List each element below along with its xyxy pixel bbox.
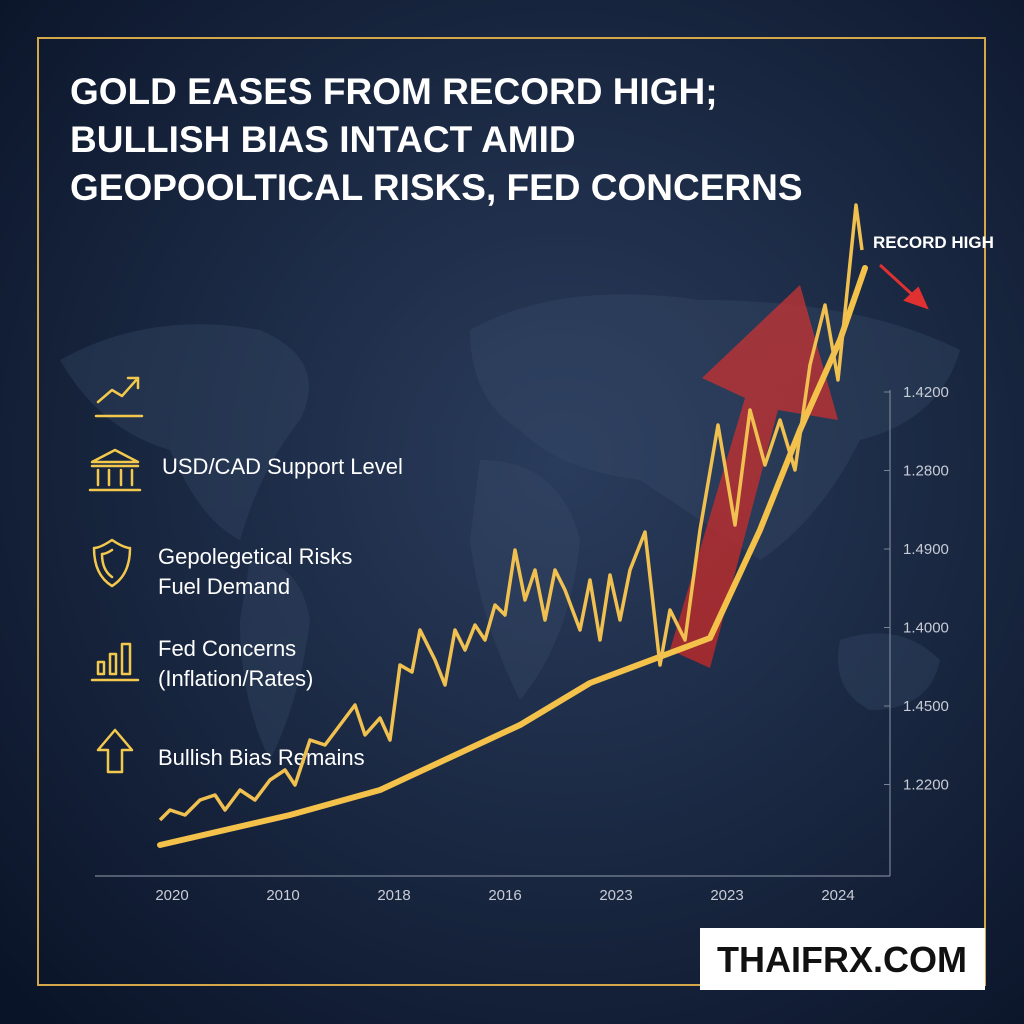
factor-label: USD/CAD Support Level [162, 454, 403, 479]
y-tick-label: 1.4500 [903, 698, 949, 715]
trend-line [157, 265, 868, 848]
icon-arrow-up [96, 728, 134, 774]
icon-bars [90, 642, 140, 682]
x-tick-label: 2018 [377, 887, 410, 904]
factor-label: Bullish Bias Remains [158, 745, 365, 770]
y-tick-label: 1.4200 [903, 384, 949, 401]
factor-label: Gepolegetical Risks [158, 544, 352, 569]
price-line [158, 203, 864, 822]
y-tick-label: 1.2800 [903, 463, 949, 480]
factor-label: (Inflation/Rates) [158, 666, 313, 691]
icon-shield [92, 538, 132, 588]
title-line: GEOPOOLTICAL RISKS, FED CONCERNS [70, 167, 803, 208]
frame [37, 37, 986, 986]
factor-label: Fuel Demand [158, 574, 290, 599]
icon-trend [94, 376, 144, 418]
icon-bank [88, 448, 142, 492]
trend-arrow [670, 285, 838, 668]
x-tick-label: 2024 [821, 887, 854, 904]
watermark-box [700, 928, 985, 990]
x-tick-label: 2010 [266, 887, 299, 904]
x-tick-label: 2023 [710, 887, 743, 904]
watermark: THAIFRX.COM [717, 939, 967, 980]
factor-label: Fed Concerns [158, 636, 296, 661]
y-tick-label: 1.4000 [903, 620, 949, 637]
world-map [60, 294, 960, 760]
title-line: BULLISH BIAS INTACT AMID [70, 119, 576, 160]
title-line: GOLD EASES FROM RECORD HIGH; [70, 71, 718, 112]
annotation-arrow [878, 263, 929, 310]
annotation: RECORD HIGH [873, 233, 994, 252]
y-tick-label: 1.4900 [903, 541, 949, 558]
x-tick-label: 2016 [488, 887, 521, 904]
x-tick-label: 2020 [155, 887, 188, 904]
x-tick-label: 2023 [599, 887, 632, 904]
y-tick-label: 1.2200 [903, 777, 949, 794]
